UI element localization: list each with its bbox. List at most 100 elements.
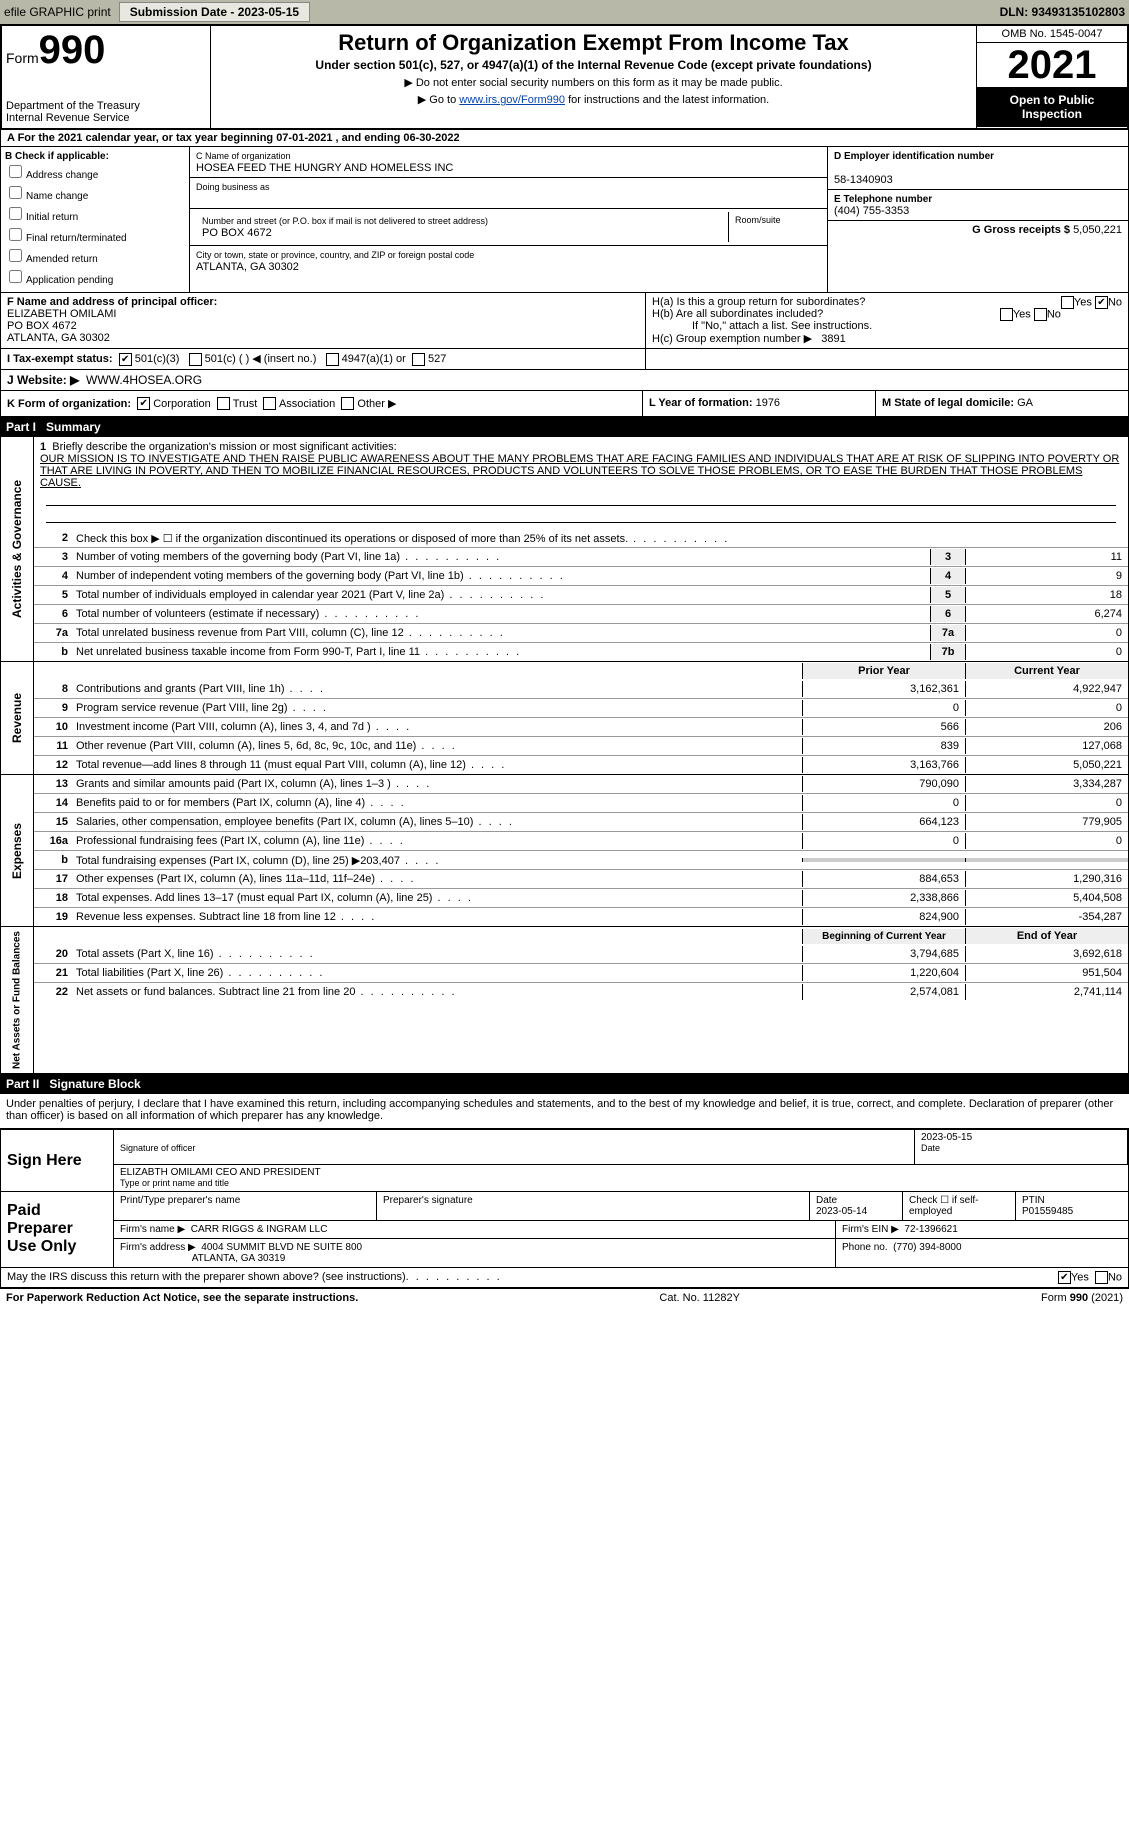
na-header: Beginning of Current Year End of Year <box>34 927 1128 945</box>
chk-app-pending-box[interactable] <box>9 270 22 283</box>
revenue-line: 11Other revenue (Part VIII, column (A), … <box>34 736 1128 755</box>
chk-address-change-box[interactable] <box>9 165 22 178</box>
efile-label: efile GRAPHIC print <box>4 5 111 19</box>
section-l: L Year of formation: 1976 <box>642 391 875 417</box>
tab-governance: Activities & Governance <box>1 437 34 661</box>
officer-addr2: ATLANTA, GA 30302 <box>7 332 110 344</box>
begin-year-header: Beginning of Current Year <box>802 929 965 944</box>
chk-assoc[interactable] <box>263 397 276 410</box>
discuss-yes[interactable] <box>1058 1271 1071 1284</box>
section-fh: F Name and address of principal officer:… <box>0 293 1129 349</box>
ein-value: 58-1340903 <box>834 174 893 186</box>
chk-501c3[interactable] <box>119 353 132 366</box>
netasset-line: 21Total liabilities (Part X, line 26)1,2… <box>34 963 1128 982</box>
form-title: Return of Organization Exempt From Incom… <box>215 30 972 56</box>
discuss-text: May the IRS discuss this return with the… <box>7 1271 406 1284</box>
hb-yes[interactable] <box>1000 308 1013 321</box>
sign-here-label: Sign Here <box>1 1130 114 1191</box>
chk-app-pending[interactable]: Application pending <box>5 267 185 286</box>
officer-typed-name: ELIZABTH OMILAMI CEO AND PRESIDENT <box>120 1167 321 1178</box>
omb-number: OMB No. 1545-0047 <box>977 26 1127 43</box>
goto-note: ▶ Go to www.irs.gov/Form990 for instruct… <box>215 93 972 106</box>
gov-line: 2Check this box ▶ ☐ if the organization … <box>34 529 1128 547</box>
footer-left: For Paperwork Reduction Act Notice, see … <box>6 1292 358 1304</box>
section-i-row: I Tax-exempt status: 501(c)(3) 501(c) ( … <box>0 349 1129 370</box>
chk-address-change[interactable]: Address change <box>5 162 185 181</box>
chk-final-return[interactable]: Final return/terminated <box>5 225 185 244</box>
chk-4947[interactable] <box>326 353 339 366</box>
ha-no[interactable] <box>1095 296 1108 309</box>
submission-date-button[interactable]: Submission Date - 2023-05-15 <box>119 2 310 22</box>
form-org-label: K Form of organization: <box>7 398 131 410</box>
chk-final-return-box[interactable] <box>9 228 22 241</box>
ha-label: H(a) Is this a group return for subordin… <box>652 296 865 308</box>
chk-527[interactable] <box>412 353 425 366</box>
paid-preparer-label: Paid Preparer Use Only <box>1 1192 114 1267</box>
gov-line: 5Total number of individuals employed in… <box>34 585 1128 604</box>
entity-block: B Check if applicable: Address change Na… <box>0 147 1129 293</box>
section-c: C Name of organization HOSEA FEED THE HU… <box>190 147 827 292</box>
netasset-line: 22Net assets or fund balances. Subtract … <box>34 982 1128 1001</box>
ha-yes[interactable] <box>1061 296 1074 309</box>
officer-addr1: PO BOX 4672 <box>7 320 77 332</box>
section-m: M State of legal domicile: GA <box>875 391 1128 417</box>
org-name: HOSEA FEED THE HUNGRY AND HOMELESS INC <box>196 162 453 174</box>
section-klm: K Form of organization: Corporation Trus… <box>0 391 1129 418</box>
city-label: City or town, state or province, country… <box>196 250 474 260</box>
gov-line: 7aTotal unrelated business revenue from … <box>34 623 1128 642</box>
room-suite-label: Room/suite <box>729 212 821 242</box>
section-j: J Website: ▶ WWW.4HOSEA.ORG <box>0 370 1129 391</box>
netassets-block: Net Assets or Fund Balances Beginning of… <box>0 927 1129 1074</box>
section-k: K Form of organization: Corporation Trus… <box>1 391 642 417</box>
preparer-block: Paid Preparer Use Only Print/Type prepar… <box>0 1192 1129 1268</box>
chk-initial-return[interactable]: Initial return <box>5 204 185 223</box>
form-header: Form990 Department of the Treasury Inter… <box>0 24 1129 130</box>
chk-trust[interactable] <box>217 397 230 410</box>
gov-line: 4Number of independent voting members of… <box>34 566 1128 585</box>
chk-501c[interactable] <box>189 353 202 366</box>
chk-corp[interactable] <box>137 397 150 410</box>
signature-block: Sign Here Signature of officer 2023-05-1… <box>0 1128 1129 1192</box>
street-value: PO BOX 4672 <box>202 227 272 239</box>
hb-note: If "No," attach a list. See instructions… <box>652 320 1122 332</box>
gov-line: bNet unrelated business taxable income f… <box>34 642 1128 661</box>
expense-line: 17Other expenses (Part IX, column (A), l… <box>34 869 1128 888</box>
expense-line: 14Benefits paid to or for members (Part … <box>34 793 1128 812</box>
form-number: 990 <box>39 28 106 72</box>
page-footer: For Paperwork Reduction Act Notice, see … <box>0 1288 1129 1307</box>
penalty-text: Under penalties of perjury, I declare th… <box>0 1094 1129 1126</box>
chk-amended-box[interactable] <box>9 249 22 262</box>
tax-status-label: I Tax-exempt status: <box>7 353 113 365</box>
chk-amended[interactable]: Amended return <box>5 246 185 265</box>
tel-label: E Telephone number <box>834 194 932 205</box>
ssn-note: ▶ Do not enter social security numbers o… <box>215 76 972 89</box>
chk-name-change[interactable]: Name change <box>5 183 185 202</box>
mission-section: 1 Briefly describe the organization's mi… <box>34 437 1128 529</box>
current-year-header: Current Year <box>965 663 1128 679</box>
blank-line <box>46 508 1116 523</box>
revenue-block: Revenue Prior Year Current Year 8Contrib… <box>0 662 1129 775</box>
expense-line: 19Revenue less expenses. Subtract line 1… <box>34 907 1128 926</box>
section-f: F Name and address of principal officer:… <box>1 293 646 348</box>
discuss-no[interactable] <box>1095 1271 1108 1284</box>
dept-treasury: Department of the Treasury <box>6 100 206 112</box>
org-name-label: C Name of organization <box>196 151 291 161</box>
chk-initial-return-box[interactable] <box>9 207 22 220</box>
revenue-line: 9Program service revenue (Part VIII, lin… <box>34 698 1128 717</box>
header-left: Form990 Department of the Treasury Inter… <box>2 26 211 128</box>
open-to-public: Open to Public Inspection <box>977 87 1127 127</box>
part2-num: Part II <box>6 1077 39 1091</box>
irs-link[interactable]: www.irs.gov/Form990 <box>459 94 565 106</box>
goto-post: for instructions and the latest informat… <box>565 94 769 106</box>
chk-other[interactable] <box>341 397 354 410</box>
form-prefix: Form <box>6 50 39 66</box>
expense-line: 13Grants and similar amounts paid (Part … <box>34 775 1128 793</box>
ein-label: D Employer identification number <box>834 151 994 162</box>
chk-name-change-box[interactable] <box>9 186 22 199</box>
expenses-block: Expenses 13Grants and similar amounts pa… <box>0 775 1129 927</box>
hb-no[interactable] <box>1034 308 1047 321</box>
header-right: OMB No. 1545-0047 2021 Open to Public In… <box>976 26 1127 128</box>
hc-label: H(c) Group exemption number ▶ <box>652 333 812 345</box>
part2-title: Signature Block <box>49 1077 140 1091</box>
section-d: D Employer identification number 58-1340… <box>827 147 1128 292</box>
